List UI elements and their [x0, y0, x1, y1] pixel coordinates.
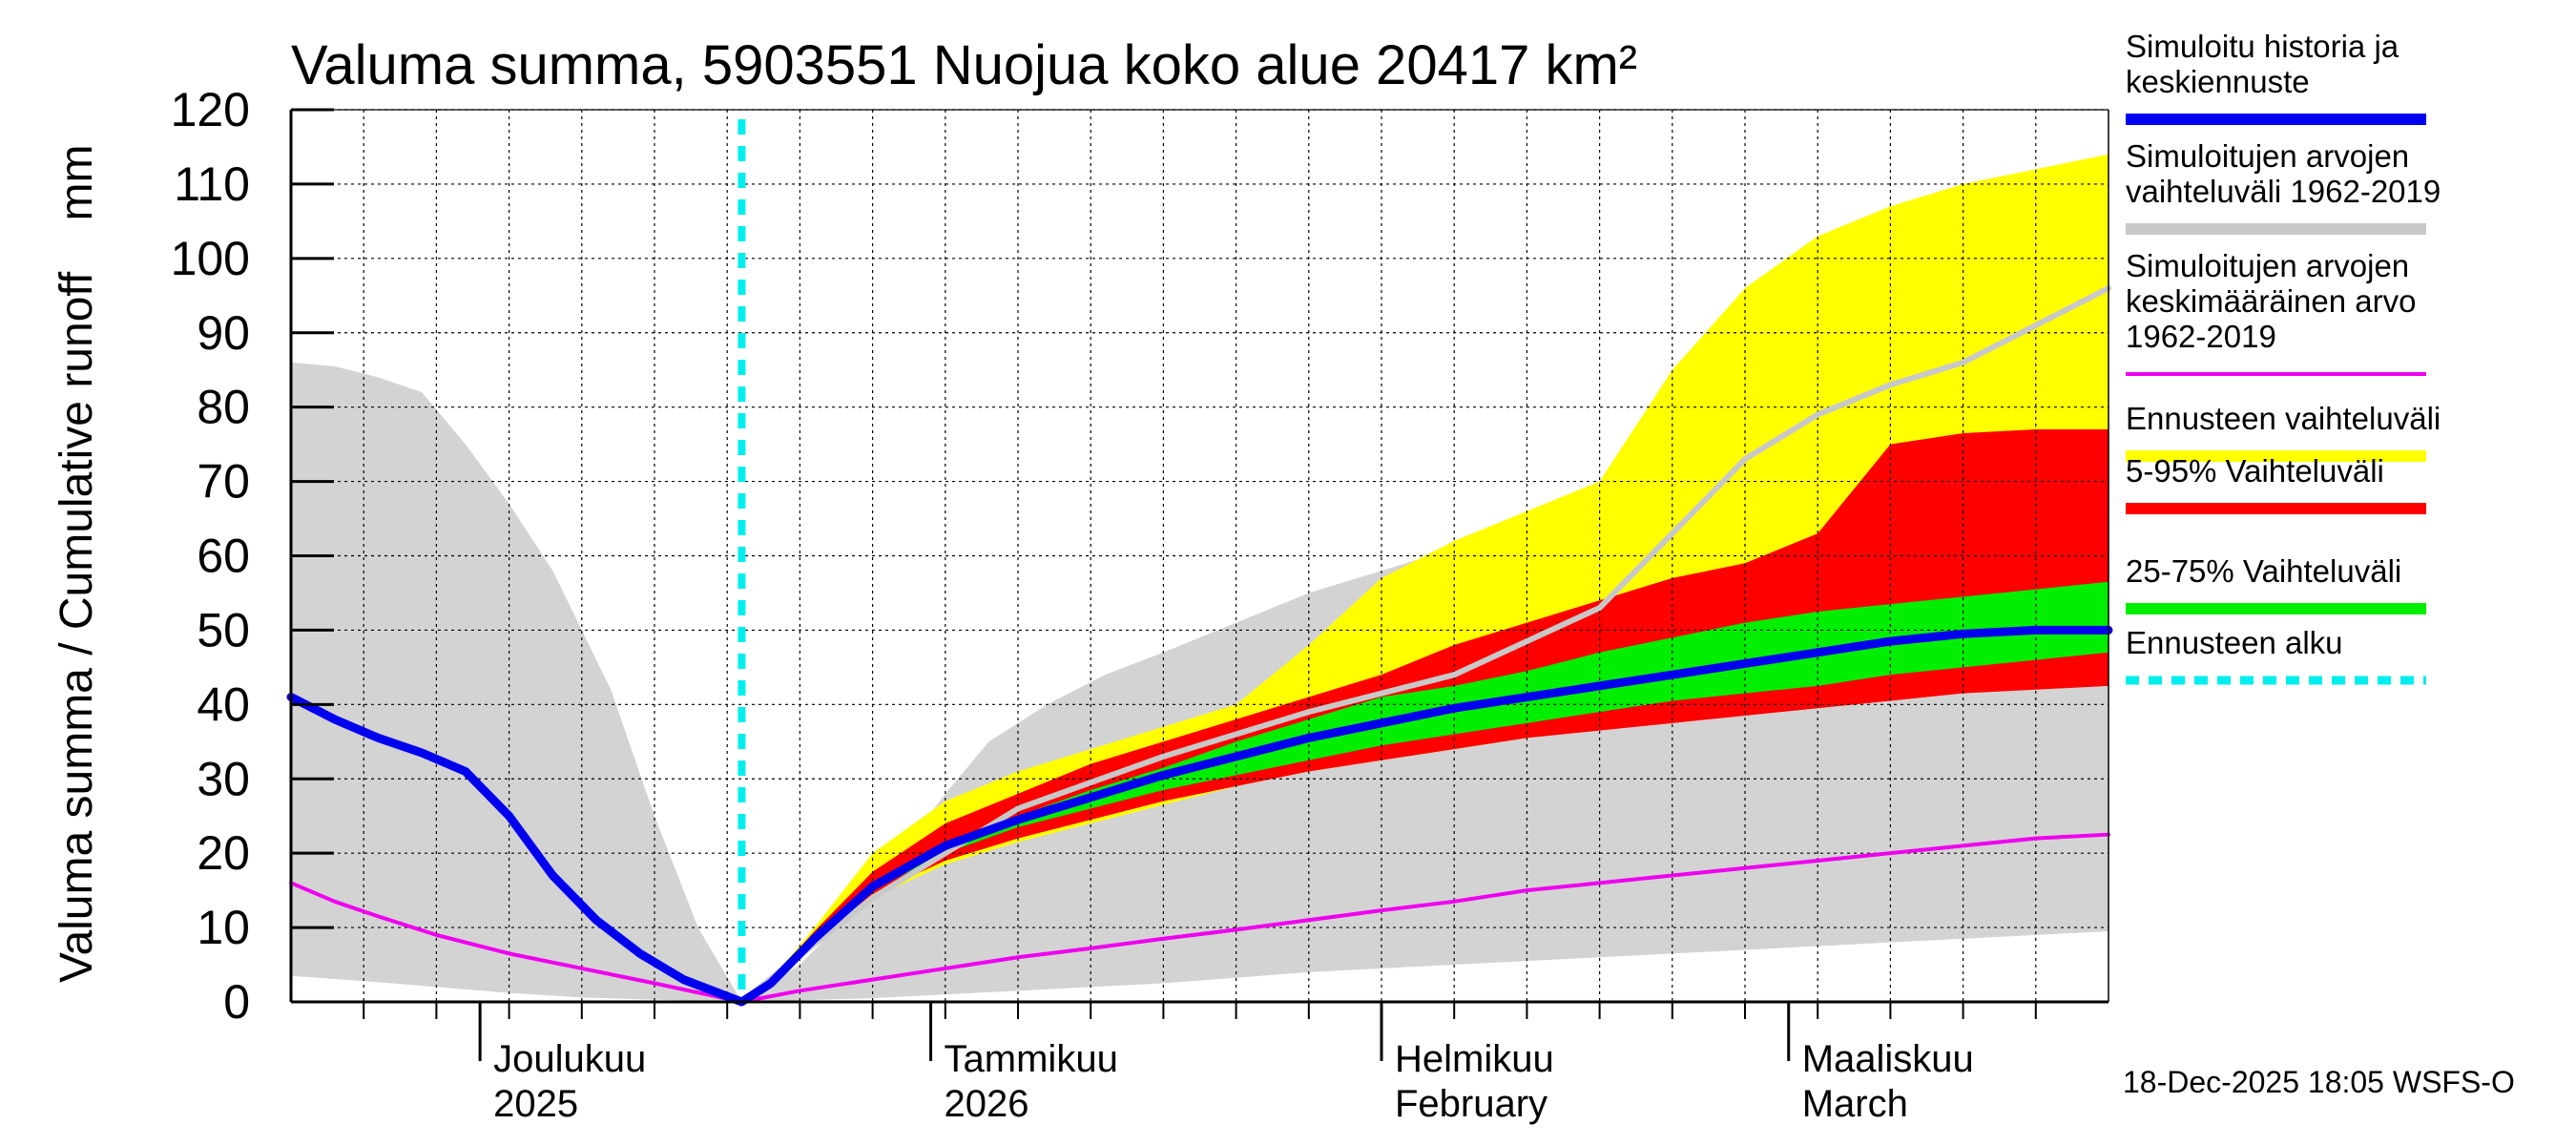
month-label: Tammikuu [945, 1038, 1118, 1080]
chart-title: Valuma summa, 5903551 Nuojua koko alue 2… [291, 34, 1637, 96]
y-tick-label: 40 [197, 677, 250, 731]
legend-label: 25-75% Vaihteluväli [2126, 553, 2401, 589]
legend-label: keskiennuste [2126, 64, 2310, 99]
legend-label: keskimääräinen arvo [2126, 283, 2416, 319]
series-line [738, 285, 2111, 1005]
y-tick-label: 110 [174, 157, 250, 211]
y-tick-label: 50 [197, 603, 250, 656]
month-label: Helmikuu [1395, 1038, 1554, 1080]
y-tick-label: 10 [197, 901, 250, 954]
series-line [286, 625, 2113, 1007]
y-tick-label: 120 [171, 83, 250, 136]
y-tick-label: 80 [197, 381, 250, 434]
y-tick-label: 70 [197, 455, 250, 509]
line-layer [286, 119, 2113, 1007]
y-tick-label: 60 [197, 530, 250, 583]
series-line [289, 832, 2110, 1004]
month-label: Maaliskuu [1802, 1038, 1974, 1080]
legend-label: Ennusteen vaihteluväli [2126, 401, 2441, 436]
month-label-sub: February [1395, 1083, 1548, 1125]
month-label-sub: 2025 [493, 1083, 578, 1125]
footer-timestamp: 18-Dec-2025 18:05 WSFS-O [2123, 1065, 2515, 1099]
legend-label: 1962-2019 [2126, 319, 2276, 354]
y-tick-label: 0 [223, 975, 250, 1029]
y-tick-labels: 0 10 20 30 40 50 60 70 80 90 100 110 120 [171, 83, 250, 1029]
y-tick-label: 90 [197, 306, 250, 360]
legend-label: Simuloitujen arvojen [2126, 138, 2409, 174]
band-layer [291, 154, 2109, 1003]
y-tick-label: 100 [171, 232, 250, 285]
legend-label: 5-95% Vaihteluväli [2126, 453, 2384, 489]
axes-layer [289, 108, 2109, 1061]
band-p25-75 [741, 581, 2109, 1002]
month-label-sub: March [1802, 1083, 1908, 1125]
y-tick-label: 20 [197, 826, 250, 880]
legend-label: vaihteluväli 1962-2019 [2126, 174, 2441, 209]
legend-label: Ennusteen alku [2126, 625, 2343, 660]
legend-label: Simuloitujen arvojen [2126, 248, 2409, 283]
month-label: Joulukuu [493, 1038, 646, 1080]
y-axis-label: Valuma summa / Cumulative runoff mm [52, 144, 102, 983]
legend-label: Simuloitu historia ja [2126, 29, 2399, 64]
y-tick-label: 30 [197, 752, 250, 805]
month-label-sub: 2026 [945, 1083, 1029, 1125]
